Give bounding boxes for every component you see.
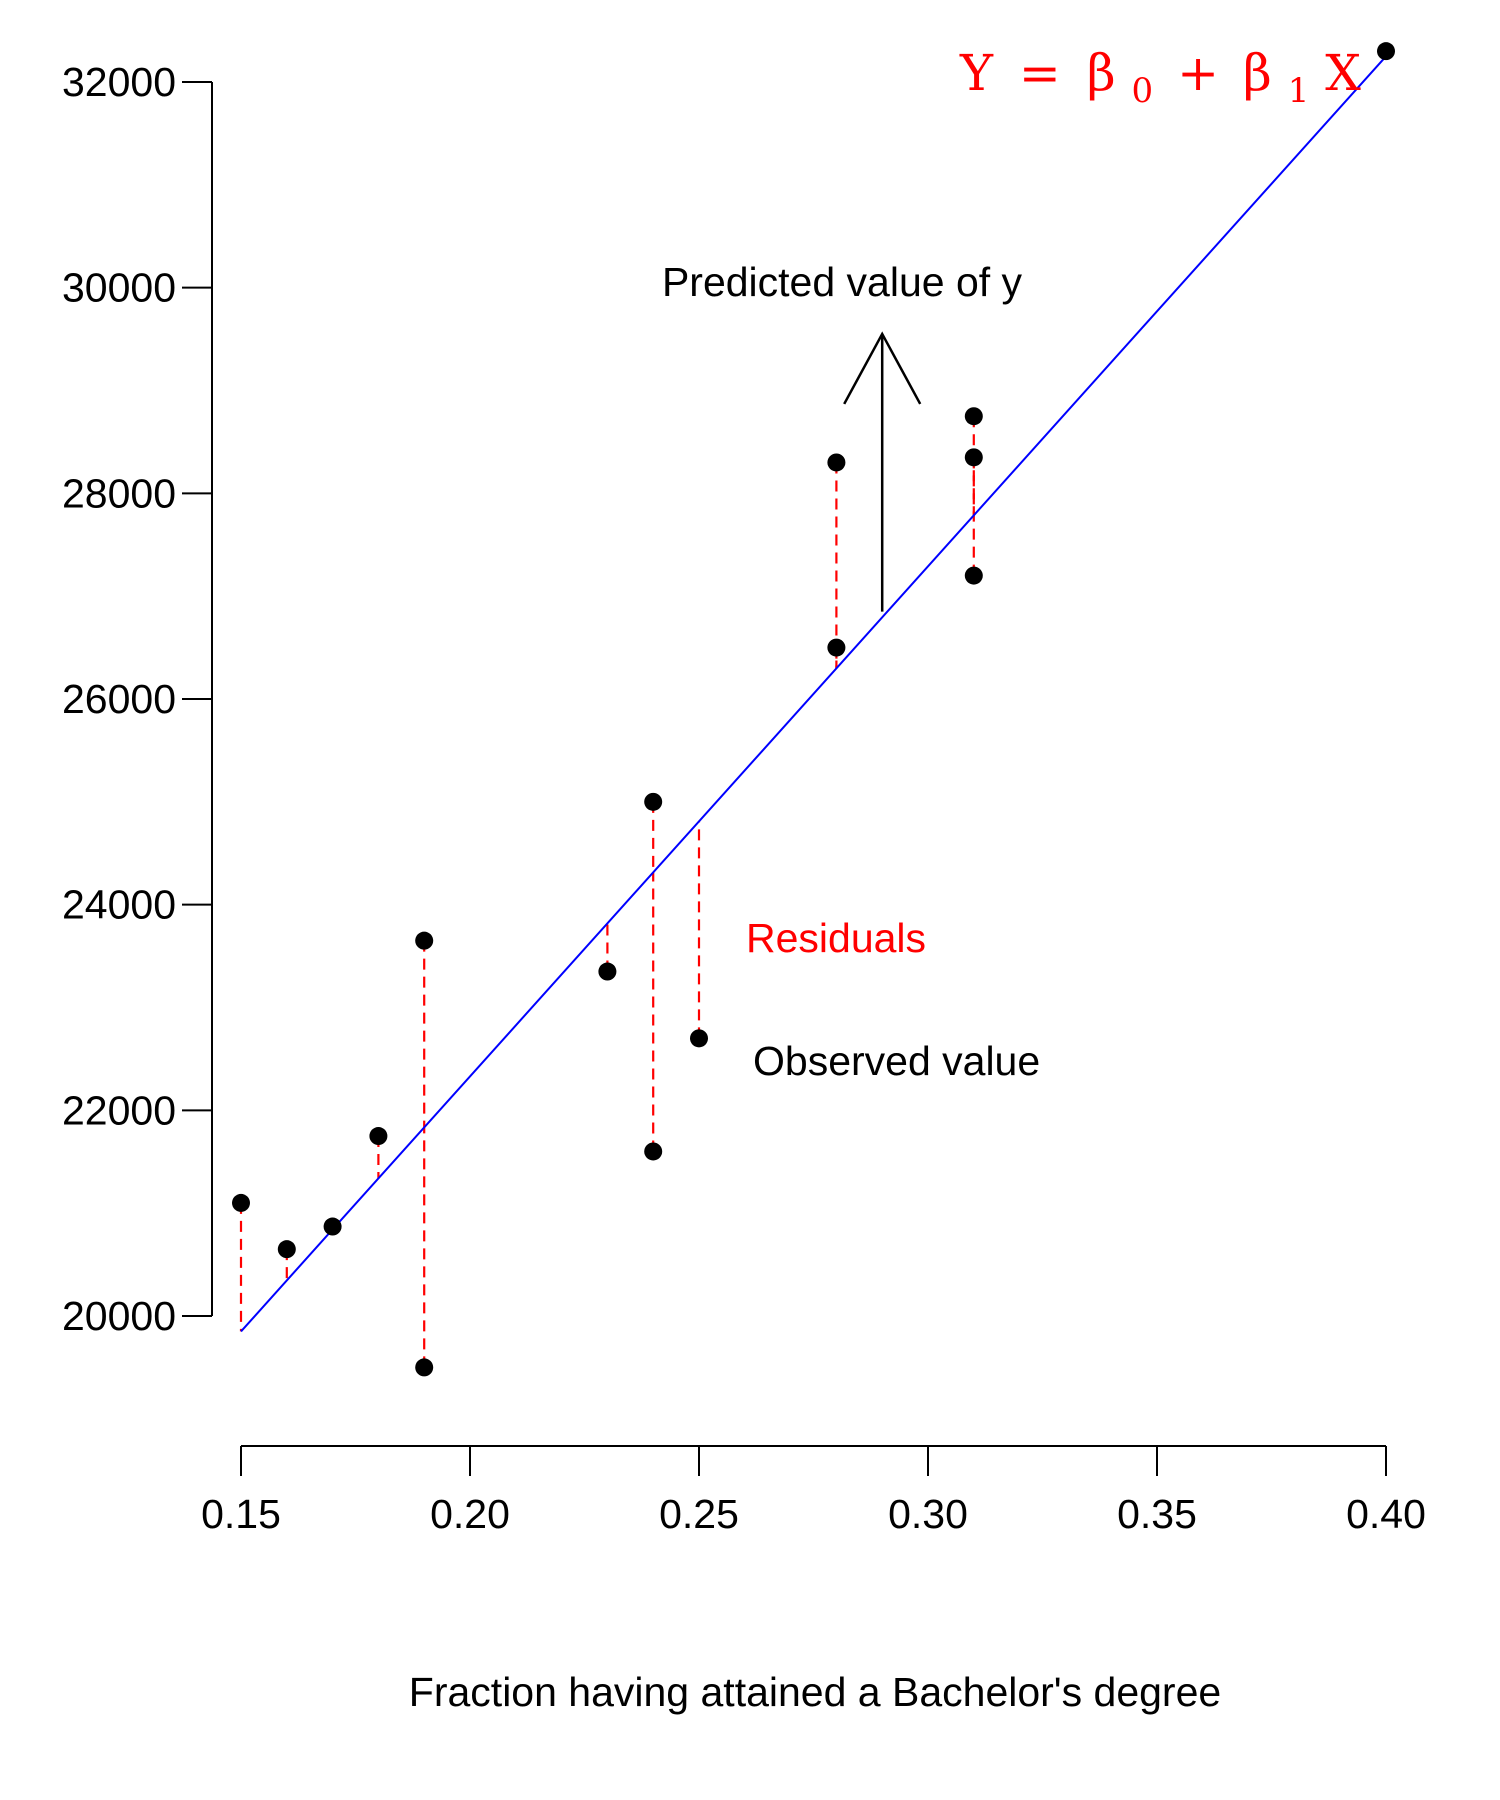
y-tick-label: 30000 <box>62 265 176 311</box>
y-tick-label: 32000 <box>62 59 176 105</box>
data-point <box>1377 42 1395 61</box>
regression-equation: Y = β 0 + β 1 X <box>959 44 1361 114</box>
equation-equals: = <box>1019 44 1061 102</box>
equation-sub1: 1 <box>1288 71 1310 111</box>
data-point <box>964 407 983 426</box>
equation-plus: + <box>1177 44 1219 102</box>
regression-line <box>240 55 1387 1333</box>
y-tick-label: 20000 <box>62 1293 176 1339</box>
data-point <box>644 792 663 811</box>
y-tick-label: 28000 <box>62 470 176 516</box>
x-tick-label: 0.25 <box>659 1491 739 1537</box>
x-tick-label: 0.20 <box>430 1491 510 1537</box>
data-point <box>827 453 846 472</box>
residuals-label: Residuals <box>746 915 926 961</box>
y-tick-label: 24000 <box>62 882 176 928</box>
data-points <box>232 42 1395 1377</box>
x-tick-label: 0.15 <box>201 1491 281 1537</box>
y-tick-label: 26000 <box>62 676 176 722</box>
predicted-value-label: Predicted value of y <box>662 259 1023 305</box>
predicted-arrow <box>843 331 922 612</box>
equation-beta1: β <box>1243 44 1272 102</box>
equation-x: X <box>1325 44 1361 102</box>
data-point <box>277 1240 296 1259</box>
data-point <box>415 931 434 950</box>
x-axis: 0.15 0.20 0.25 0.30 0.35 0.40 <box>201 1445 1426 1537</box>
data-point <box>598 962 617 981</box>
data-point <box>369 1127 388 1146</box>
equation-beta0: β <box>1087 44 1116 102</box>
data-point <box>964 448 983 467</box>
data-point <box>964 566 983 585</box>
y-axis: 20000 22000 24000 26000 28000 30000 32000 <box>62 59 213 1339</box>
equation-y: Y <box>959 44 994 102</box>
data-point <box>827 638 846 657</box>
data-point <box>690 1029 708 1048</box>
x-tick-label: 0.30 <box>888 1491 968 1537</box>
data-point <box>232 1193 250 1212</box>
equation-sub0: 0 <box>1132 71 1154 111</box>
arrow-head <box>843 331 922 405</box>
observed-value-label: Observed value <box>753 1038 1040 1084</box>
y-tick-label: 22000 <box>62 1087 176 1133</box>
x-axis-label: Fraction having attained a Bachelor's de… <box>409 1669 1221 1715</box>
x-tick-label: 0.40 <box>1346 1491 1426 1537</box>
data-point <box>415 1358 434 1377</box>
data-point <box>644 1142 663 1161</box>
x-tick-label: 0.35 <box>1117 1491 1197 1537</box>
data-point <box>323 1217 342 1236</box>
